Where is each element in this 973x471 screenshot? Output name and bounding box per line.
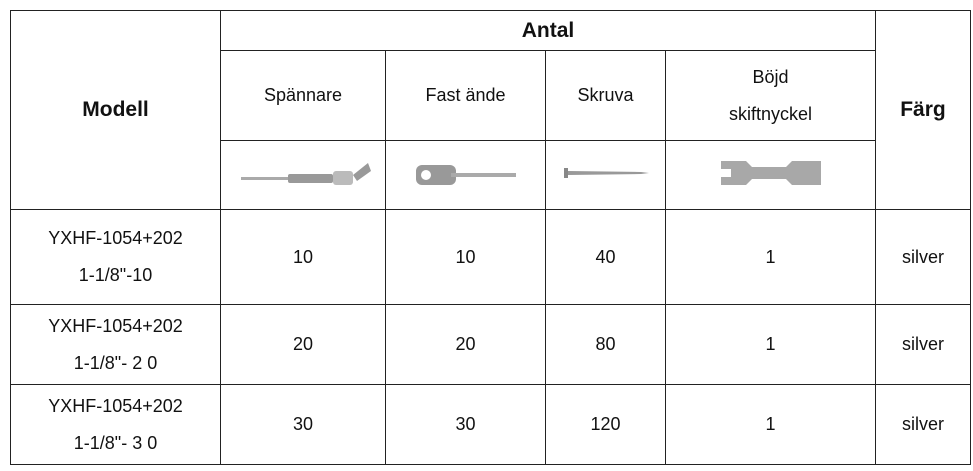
quantity-cell: 10	[220, 209, 386, 305]
model-cell: YXHF-1054+202 1-1/8"- 2 0	[10, 304, 221, 385]
data-row: YXHF-1054+202 1-1/8"- 2 0 20 20 80 1 silver	[10, 304, 971, 385]
model-cell: YXHF-1054+202 1-1/8"-10	[10, 209, 221, 305]
image-row	[11, 140, 971, 210]
text-line: YXHF-1054+202	[48, 228, 183, 248]
quantity-cell: 120	[545, 384, 666, 465]
header-cell: Skruva	[545, 50, 666, 141]
quantity-cell: 1	[665, 384, 876, 465]
header-cell: Böjd skiftnyckel	[665, 50, 876, 141]
image-cell	[665, 140, 876, 210]
text-line: 1-1/8"- 2 0	[73, 352, 158, 373]
product-table: Modell Antal Färg Spännare Fast ände Skruv…	[10, 10, 971, 465]
text-line: Spännare	[263, 85, 343, 105]
text-line: Skruva	[577, 85, 634, 105]
model-cell: YXHF-1054+202 1-1/8"- 3 0	[10, 384, 221, 465]
color-cell: silver	[875, 304, 971, 385]
text-line: Böjd	[752, 66, 789, 87]
quantity-cell: 20	[385, 304, 546, 385]
image-cell	[385, 140, 546, 210]
quantity-cell: 80	[545, 304, 666, 385]
color-cell: silver	[875, 384, 971, 465]
header-cell: Spännare	[220, 50, 386, 141]
quantity-cell: 10	[385, 209, 546, 305]
image-cell	[220, 140, 386, 210]
text-line: 1-1/8"- 3 0	[73, 432, 158, 453]
quantity-cell: 40	[545, 209, 666, 305]
quantity-cell: 20	[220, 304, 386, 385]
image-cell	[545, 140, 666, 210]
turnbuckle-icon	[241, 162, 371, 185]
quantity-cell: 1	[665, 209, 876, 305]
header-cell: Fast ände	[385, 50, 546, 141]
quantity-cell: 30	[220, 384, 386, 465]
text-line: YXHF-1054+202	[48, 315, 183, 336]
header-cell: Antal	[220, 10, 876, 51]
data-row: YXHF-1054+202 1-1/8"- 3 0 30 30 120 1 silver	[10, 384, 971, 465]
quantity-cell: 1	[665, 304, 876, 385]
text-line: skiftnyckel	[728, 103, 813, 124]
header-cell: Modell	[10, 10, 221, 210]
data-row: YXHF-1054+202 1-1/8"-10 10 10 40 1 silver	[10, 209, 971, 305]
wrench-icon	[720, 160, 821, 185]
header-cell: Färg	[875, 10, 971, 210]
screw-icon	[563, 167, 649, 178]
fixed-end-icon	[415, 164, 516, 185]
text-line: Fast ände	[425, 85, 506, 105]
text-line: YXHF-1054+202	[48, 395, 183, 416]
color-cell: silver	[875, 209, 971, 305]
quantity-cell: 30	[385, 384, 546, 465]
text-line: 1-1/8"-10	[78, 265, 153, 285]
